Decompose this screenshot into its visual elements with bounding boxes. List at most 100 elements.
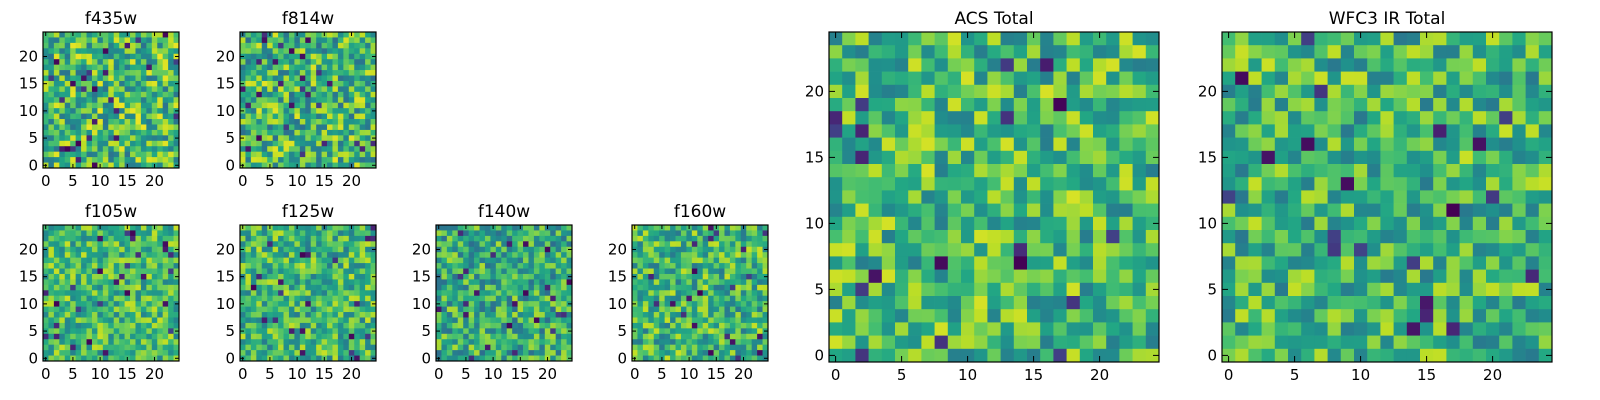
heatmap-cell [97,113,104,120]
heatmap-cell [250,124,257,131]
y-tick-label: 20 [805,82,824,100]
heatmap-cell [947,348,962,363]
heatmap-cell [1145,322,1160,336]
heatmap-cell [299,91,306,98]
heatmap-cell [124,333,131,340]
heatmap-cell [653,279,660,286]
heatmap-cell [1433,58,1447,72]
heatmap-cell [162,113,169,120]
heatmap-cell [64,257,71,264]
heatmap-cell [81,344,87,351]
heatmap-cell [272,42,279,49]
heatmap-cell [75,322,82,329]
heatmap-cell [343,279,350,286]
heatmap-cell [64,42,71,49]
heatmap-cell [370,344,377,351]
heatmap-cell [561,268,567,275]
heatmap-cell [48,162,55,169]
heatmap-cell [272,108,279,114]
heatmap-cell [310,53,317,60]
heatmap-cell [1248,203,1262,218]
heatmap-cell [484,290,491,297]
heatmap-cell [108,230,115,237]
heatmap-cell [1000,335,1015,350]
heatmap-cell [53,53,60,60]
heatmap-cell [250,37,257,44]
heatmap-cell [1406,177,1421,191]
heatmap-cell [686,328,693,335]
heatmap-cell [162,246,169,253]
heatmap-cell [724,241,731,248]
heatmap-cell [327,162,333,169]
heatmap-cell [632,344,638,351]
heatmap-cell [1119,335,1133,350]
heatmap-cell [1145,348,1160,363]
heatmap-cell [1053,335,1067,350]
heatmap-cell [316,32,322,38]
heatmap-cell [512,350,518,356]
heatmap-cell [310,59,317,65]
heatmap-cell [278,268,284,275]
heatmap-cell [566,252,573,258]
heatmap-cell [288,312,295,318]
heatmap-cell [921,45,935,59]
heatmap-cell [267,235,273,242]
heatmap-cell [240,284,246,291]
heatmap-cell [501,263,508,269]
heatmap-cell [664,333,671,340]
heatmap-cell [484,230,491,237]
heatmap-cell [75,290,82,297]
heatmap-cell [250,317,257,324]
heatmap-cell [157,129,164,136]
heatmap-cell [305,284,312,291]
heatmap-cell [1119,256,1133,270]
heatmap-cell [365,64,371,71]
heatmap-cell [294,295,301,302]
heatmap-cell [463,290,469,297]
heatmap-cell [250,146,257,153]
heatmap-cell [881,58,896,72]
heatmap-cell [735,279,742,286]
heatmap-cell [895,71,909,86]
heatmap-cell [642,344,649,351]
heatmap-cell [261,317,268,324]
y-tick-label: 0 [28,349,38,367]
heatmap-cell [48,124,55,131]
heatmap-cell [70,124,76,131]
heatmap-cell [97,129,104,136]
heatmap-cell [267,350,273,356]
heatmap-cell [446,246,453,253]
heatmap-cell [653,246,660,253]
heatmap-cell [113,295,120,302]
heatmap-cell [1459,190,1474,204]
heatmap-cell [321,42,328,49]
heatmap-cell [648,246,655,253]
heatmap-cell [343,113,350,120]
heatmap-cell [934,282,949,297]
heatmap-cell [348,230,355,237]
heatmap-cell [708,246,714,253]
heatmap-cell [1119,124,1133,138]
heatmap-cell [441,279,448,286]
heatmap-cell [740,246,747,253]
heatmap-cell [299,279,306,286]
heatmap-cell [316,246,322,253]
heatmap-cell [299,97,306,104]
heatmap-cell [299,146,306,153]
heatmap-cell [686,339,693,346]
heatmap-cell [327,230,333,237]
heatmap-cell [479,290,486,297]
heatmap-cell [294,157,301,163]
heatmap-cell [1066,190,1081,204]
heatmap-cell [855,216,869,231]
heatmap-cell [294,129,301,136]
heatmap-cell [670,257,676,264]
heatmap-cell [474,257,480,264]
heatmap-cell [256,290,263,297]
heatmap-cell [457,312,464,318]
heatmap-cell [261,53,268,60]
heatmap-cell [151,230,158,237]
heatmap-cell [855,282,869,297]
heatmap-cell [868,111,883,125]
heatmap-cell [659,246,665,253]
